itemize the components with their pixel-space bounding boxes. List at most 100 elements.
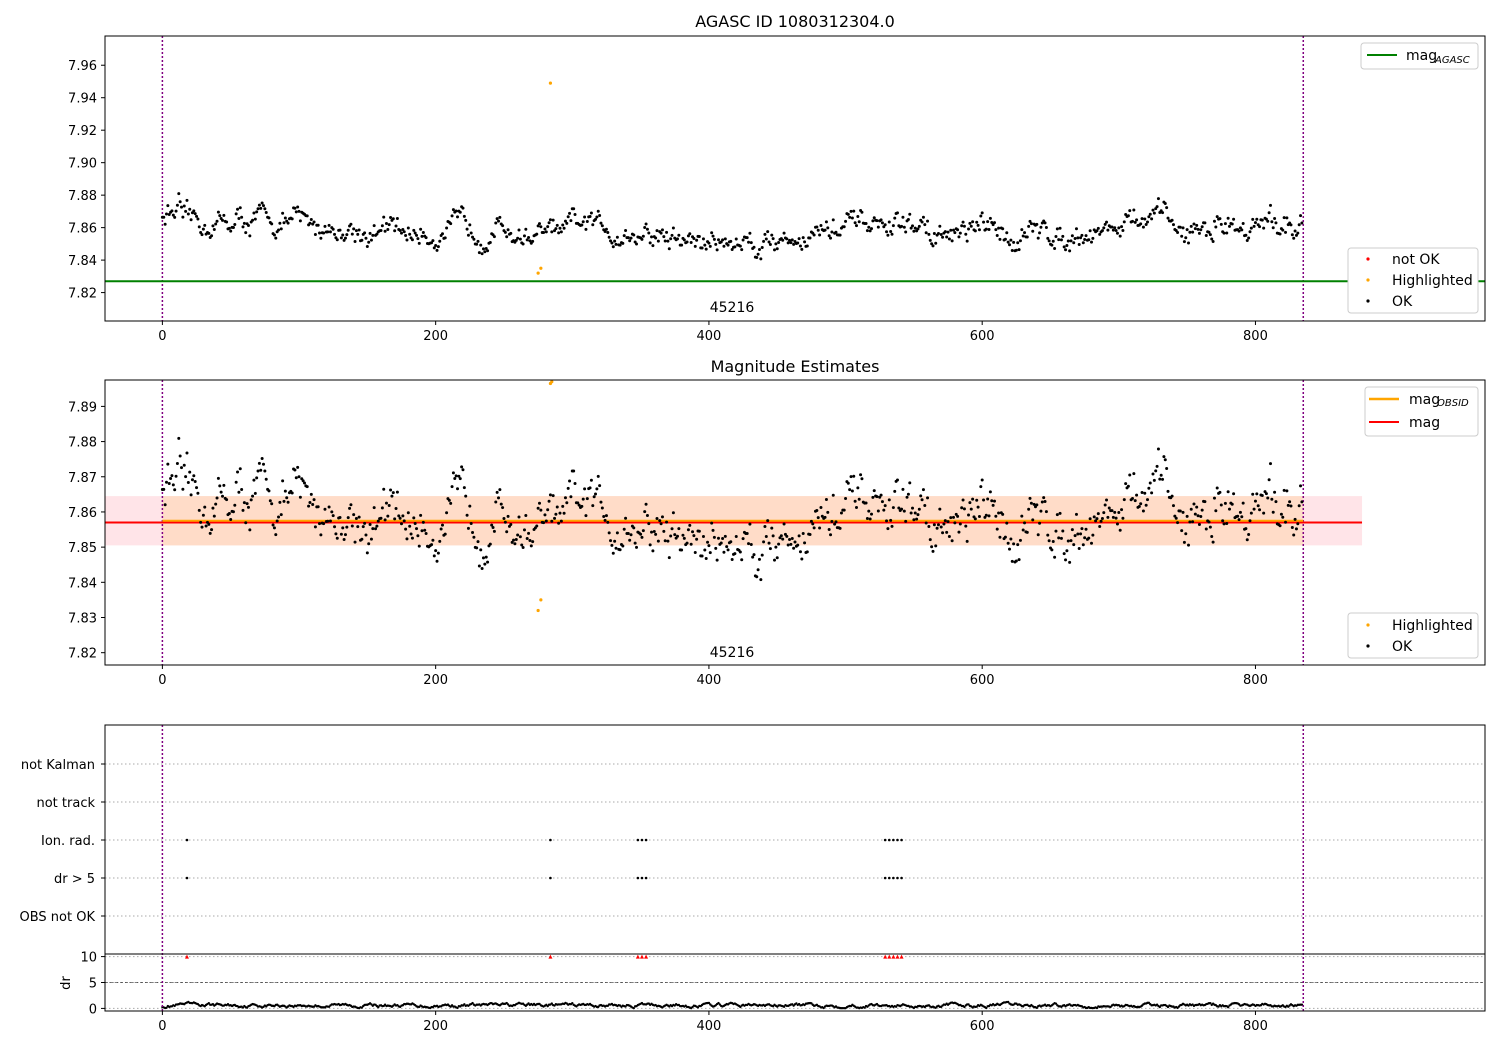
ok-point [328,519,332,523]
legend-sub-obsid: OBSID [1437,398,1469,409]
ok-point [986,220,990,224]
ok-point [222,483,226,487]
y-tick-label: 7.84 [68,254,97,269]
ok-point [1240,515,1244,519]
ok-point [707,544,711,548]
ok-point [827,527,831,531]
ok-point [693,551,697,555]
ok-point [921,215,925,219]
ok-point [542,231,546,235]
ok-point [1290,233,1294,237]
ok-point [1184,532,1188,536]
ok-point [943,230,947,234]
ok-point [695,238,699,242]
ok-point [992,221,996,225]
dr-point [207,1001,211,1005]
ok-point [282,221,286,225]
ok-point [1050,548,1054,552]
ok-point [659,231,663,235]
ok-point [238,206,242,210]
ok-point [1132,208,1136,212]
ok-point [1299,484,1303,488]
ok-point [419,227,423,231]
ok-point [1166,489,1170,493]
y-tick-label: 7.85 [68,541,97,556]
ok-point [296,465,300,469]
ok-point [589,211,593,215]
ok-point [246,505,250,509]
ok-point [531,239,535,243]
ok-point [1038,521,1042,525]
ok-point [615,531,619,535]
ok-point [803,240,807,244]
ok-point [701,237,705,241]
ok-point [734,237,738,241]
ok-point [891,224,895,228]
ok-point [568,211,572,215]
ok-point [962,507,966,511]
ok-point [363,231,367,235]
ok-point [1181,226,1185,230]
ok-point [1084,527,1088,531]
ok-point [1032,502,1036,506]
ok-point [420,529,424,533]
ok-point [1088,517,1092,521]
ok-point [1182,240,1186,244]
ok-point [215,219,219,223]
ok-point [662,529,666,533]
ok-point [860,477,864,481]
ok-point [749,241,753,245]
ok-point [1016,543,1020,547]
ok-point [686,528,690,532]
ok-point [270,222,274,226]
ok-point [307,504,311,508]
ok-point [1146,220,1150,224]
ok-point [770,526,774,530]
ok-point [527,531,531,535]
ok-point [431,239,435,243]
ok-point [621,544,625,548]
ok-point [326,519,330,523]
ok-point [494,500,498,504]
flag-point [640,838,644,842]
ok-point [957,235,961,239]
ok-point [1192,222,1196,226]
ok-point [1008,547,1012,551]
ok-point [1120,225,1124,229]
ok-point [465,227,469,231]
dr-point [456,1006,459,1010]
ok-point [960,506,964,510]
ok-point [1247,532,1251,536]
ok-point [904,519,908,523]
ok-point [1027,224,1031,228]
ok-point [1001,512,1005,516]
ok-point [215,496,219,500]
ok-point [591,504,595,508]
agasc-panel: AGASC ID 1080312304.0 0 200 400 600 800 7.82… [68,12,1486,344]
ok-point [345,233,349,237]
ok-point [939,233,943,237]
ok-point [443,532,447,536]
ok-point [341,526,345,530]
highlighted-point [536,271,540,275]
ok-point [707,241,711,245]
ok-point [747,542,751,546]
ok-point [497,496,501,500]
ok-point [640,535,644,539]
ok-point [354,517,358,521]
ok-point [1135,218,1139,222]
ok-point [723,237,727,241]
ok-point [1111,515,1115,519]
ok-point [640,237,644,241]
ok-point [967,227,971,231]
ok-point [536,224,540,228]
ok-point [405,238,409,242]
ok-point [829,236,833,240]
ok-point [499,502,503,506]
ok-point [409,532,413,536]
ok-point [595,215,599,219]
ok-point [1197,231,1201,235]
ok-point [1267,211,1271,215]
ok-point [283,216,287,220]
ok-point [796,543,800,547]
